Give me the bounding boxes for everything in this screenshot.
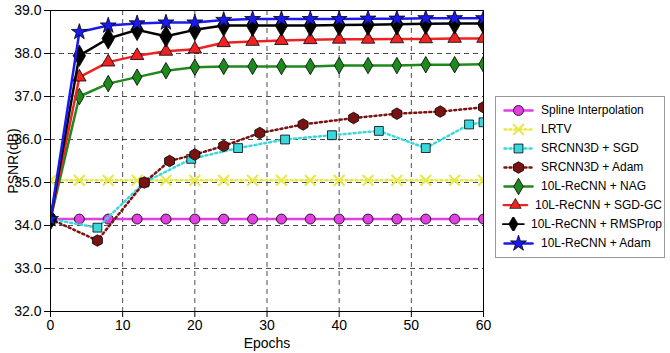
svg-text:35.0: 35.0 [14,174,42,190]
html-text:Spline Interpolation: Spline Interpolation [541,103,644,117]
svg-text:PSNR(dB): PSNR(dB) [5,128,21,193]
svg-text:37.0: 37.0 [14,88,41,104]
svg-text:20: 20 [187,317,203,333]
svg-text:38.0: 38.0 [14,45,41,61]
html-text:LRTV: LRTV [541,122,572,136]
svg-text:34.0: 34.0 [14,217,41,233]
svg-text:30: 30 [259,317,275,333]
html-text:10L-ReCNN + SGD-GC: 10L-ReCNN + SGD-GC [535,198,662,212]
html-text:SRCNN3D + SGD: SRCNN3D + SGD [541,141,639,155]
svg-text:Epochs: Epochs [244,335,291,351]
svg-text:33.0: 33.0 [14,260,41,276]
html-text:10L-ReCNN + Adam: 10L-ReCNN + Adam [541,236,651,250]
html-text:10L-ReCNN + NAG: 10L-ReCNN + NAG [541,179,646,193]
svg-text:10: 10 [115,317,131,333]
svg-text:50: 50 [404,317,420,333]
svg-text:60: 60 [476,317,492,333]
svg-text:39.0: 39.0 [14,2,41,18]
svg-text:36.0: 36.0 [14,131,42,147]
html-text:10L-ReCNN + RMSProp: 10L-ReCNN + RMSProp [531,217,662,231]
svg-text:0: 0 [47,317,55,333]
html-text:SRCNN3D + Adam: SRCNN3D + Adam [541,160,644,174]
svg-text:40: 40 [331,317,347,333]
svg-text:32.0: 32.0 [14,303,41,319]
